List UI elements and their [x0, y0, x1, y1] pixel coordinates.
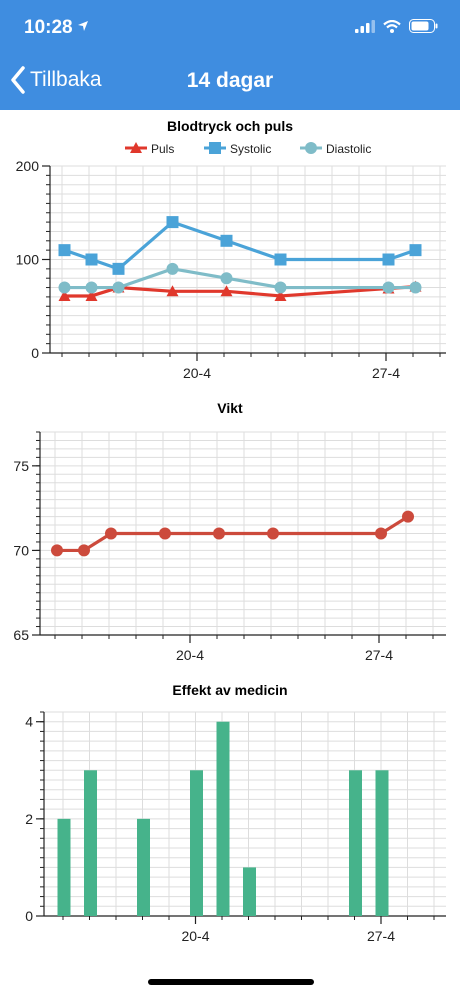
data-point-circle	[382, 281, 395, 294]
y-tick-label: 200	[16, 158, 40, 174]
data-point-square	[220, 234, 233, 247]
bar	[84, 770, 97, 916]
medicine-effect-chart: 0 2 4 20-4 27-4	[25, 711, 446, 944]
legend-label: Puls	[151, 142, 174, 156]
signal-icon	[355, 19, 375, 33]
x-tick-label: 20-4	[181, 928, 209, 944]
y-tick-label: 4	[25, 714, 33, 730]
data-point-circle	[166, 262, 179, 275]
legend-label: Systolic	[230, 142, 271, 156]
x-tick-label: 27-4	[365, 647, 393, 663]
data-point-triangle	[274, 289, 287, 301]
bp-chart-title: Blodtryck och puls	[166, 118, 294, 134]
data-point-circle	[267, 527, 279, 540]
status-time: 10:28	[24, 17, 73, 38]
data-point-circle	[159, 527, 171, 540]
y-tick-label: 100	[16, 252, 40, 268]
data-point-triangle	[166, 285, 179, 297]
page-title: 14 dagar	[186, 69, 274, 92]
medicine-chart-title: Effekt av medicin	[172, 682, 288, 698]
x-tick-label: 20-4	[176, 647, 204, 663]
weight-chart-title: Vikt	[217, 400, 243, 416]
data-point-circle	[409, 281, 422, 294]
legend-marker-circle	[305, 142, 317, 154]
data-point-square	[166, 216, 179, 229]
bar	[216, 721, 230, 916]
data-point-square	[58, 244, 71, 257]
status-indicators	[355, 19, 438, 33]
series-line	[64, 285, 416, 298]
data-point-circle	[402, 510, 414, 523]
bar	[57, 818, 71, 916]
app-header: 10:28 Tillbaka 14 dagar	[0, 0, 460, 110]
blood-pressure-chart: Puls Systolic Diastolic 0 100 200 20-4 27-4	[16, 142, 446, 381]
data-point-circle	[78, 544, 90, 557]
data-point-circle	[220, 272, 233, 285]
data-point-circle	[85, 281, 98, 294]
data-point-square	[85, 253, 98, 266]
wifi-icon	[383, 19, 401, 33]
data-point-circle	[274, 281, 287, 294]
legend-label: Diastolic	[326, 142, 371, 156]
data-point-circle	[105, 527, 117, 540]
bar	[349, 770, 362, 916]
bar	[137, 818, 150, 916]
back-label: Tillbaka	[30, 68, 102, 91]
series-line	[63, 220, 417, 271]
bar	[243, 867, 256, 916]
data-point-square	[274, 253, 287, 266]
location-arrow-icon	[78, 21, 88, 31]
legend-marker-triangle	[130, 142, 142, 153]
data-point-square	[382, 253, 395, 266]
x-tick-label: 27-4	[372, 365, 400, 381]
data-point-square	[409, 244, 422, 257]
x-tick-label: 20-4	[183, 365, 211, 381]
y-tick-label: 0	[31, 345, 39, 361]
data-point-circle	[51, 544, 63, 557]
home-indicator	[148, 979, 314, 985]
y-tick-label: 75	[13, 458, 29, 474]
y-tick-label: 65	[13, 627, 29, 643]
data-point-square	[112, 262, 125, 275]
y-tick-label: 2	[25, 811, 33, 827]
weight-chart: 65 70 75 20-4 27-4	[13, 431, 446, 663]
data-point-circle	[375, 527, 387, 540]
y-tick-label: 70	[13, 542, 29, 558]
battery-icon	[409, 19, 438, 33]
data-point-triangle	[58, 289, 71, 301]
data-point-triangle	[85, 289, 98, 301]
chevron-left-icon	[11, 66, 25, 94]
bar	[375, 770, 389, 916]
data-point-circle	[58, 281, 71, 294]
data-point-circle	[112, 281, 125, 294]
y-tick-label: 0	[25, 908, 33, 924]
legend-marker-square	[209, 142, 221, 154]
data-point-circle	[213, 527, 225, 540]
x-tick-label: 27-4	[367, 928, 395, 944]
back-button[interactable]: Tillbaka	[10, 66, 102, 94]
bar	[190, 770, 203, 916]
data-point-triangle	[220, 285, 233, 297]
